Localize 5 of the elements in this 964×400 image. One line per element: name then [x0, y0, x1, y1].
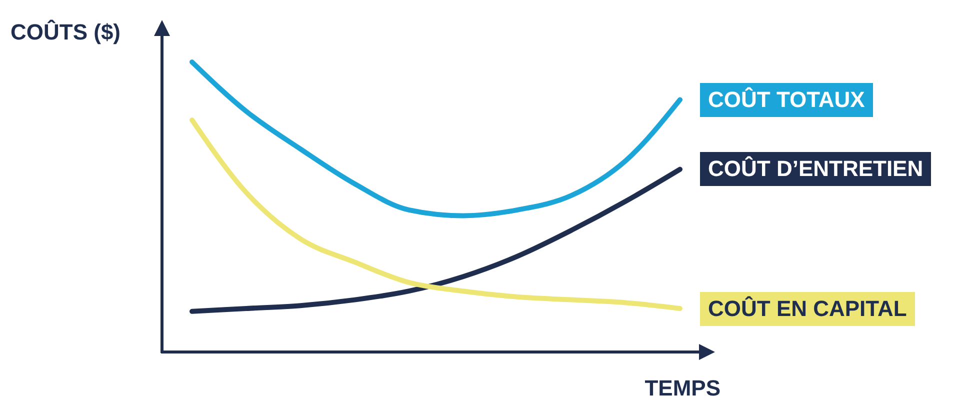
series-label: COÛT TOTAUX: [700, 82, 873, 117]
series-label: COÛT EN CAPITAL: [700, 292, 915, 326]
y-axis-title: COÛTS ($): [10, 20, 120, 44]
series-label: COÛT D’ENTRETIEN: [700, 152, 932, 186]
x-axis-title: TEMPS: [644, 376, 720, 400]
